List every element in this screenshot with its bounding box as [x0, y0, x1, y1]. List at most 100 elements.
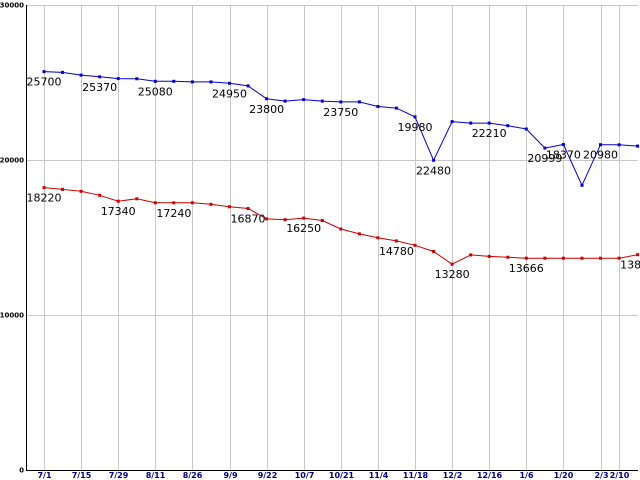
x-tick-label: 1/6	[519, 471, 533, 480]
data-point	[413, 115, 417, 119]
data-point	[394, 106, 398, 110]
y-tick-label: 0	[19, 467, 24, 475]
data-point	[79, 189, 83, 193]
data-point	[265, 97, 269, 101]
data-point	[357, 100, 361, 104]
data-point	[190, 80, 194, 84]
data-point	[228, 205, 231, 209]
data-point	[506, 255, 510, 259]
data-point	[172, 79, 176, 83]
data-label: 24950	[212, 87, 247, 100]
data-point	[116, 77, 120, 81]
data-point	[413, 243, 417, 247]
data-label: 17240	[156, 207, 191, 220]
x-tick-label: 11/18	[403, 471, 429, 480]
data-point	[116, 199, 120, 203]
y-tick-label: 10000	[0, 312, 24, 320]
data-point	[135, 197, 139, 201]
data-label: 13280	[435, 268, 470, 281]
data-label: 25700	[27, 76, 62, 89]
x-tick-label: 2/3	[594, 471, 608, 480]
x-tick-label: 10/21	[329, 471, 355, 480]
data-point	[228, 81, 231, 85]
x-tick-label: 2/10	[610, 471, 630, 480]
data-point	[469, 121, 473, 125]
data-point	[190, 201, 194, 205]
data-label: 13888	[620, 259, 640, 272]
data-label: 13666	[509, 262, 544, 275]
x-tick-label: 1/20	[554, 471, 574, 480]
x-tick-label: 7/29	[109, 471, 129, 480]
data-point	[265, 217, 269, 221]
data-point	[561, 143, 565, 146]
x-tick-label: 11/4	[369, 471, 389, 480]
x-tick-label: 9/22	[258, 471, 278, 480]
data-point	[283, 218, 287, 222]
data-label: 18370	[546, 149, 581, 162]
data-point	[561, 256, 565, 260]
x-tick-label: 7/15	[72, 471, 92, 480]
x-tick-label: 8/26	[183, 471, 203, 480]
y-tick-label: 30000	[0, 2, 24, 10]
data-point	[524, 127, 528, 131]
data-point	[209, 80, 213, 84]
data-point	[450, 262, 454, 266]
data-label: 16250	[286, 222, 321, 235]
data-point	[153, 79, 157, 83]
data-point	[302, 216, 306, 220]
x-tick-label: 10/7	[295, 471, 315, 480]
data-point	[543, 256, 547, 260]
data-label: 17340	[101, 205, 136, 218]
data-point	[432, 250, 436, 253]
data-point	[320, 219, 324, 222]
data-label: 19980	[398, 121, 433, 134]
data-point	[302, 98, 306, 102]
data-point	[487, 254, 491, 258]
x-tick-label: 8/11	[146, 471, 166, 480]
data-point	[135, 77, 139, 81]
data-point	[636, 144, 640, 148]
data-point	[320, 99, 324, 103]
data-label: 14780	[379, 245, 414, 258]
data-label: 18220	[27, 192, 62, 205]
data-label: 22210	[472, 127, 507, 140]
data-point	[339, 227, 343, 231]
data-label: 23800	[249, 103, 284, 116]
data-point	[357, 232, 361, 236]
data-point	[209, 202, 213, 206]
data-point	[98, 75, 102, 79]
series-line-1	[43, 71, 638, 187]
data-point	[580, 256, 584, 260]
series	[42, 70, 640, 266]
x-tick-label: 12/2	[443, 471, 463, 480]
data-point	[617, 256, 621, 260]
x-tick-label: 9/9	[223, 471, 237, 480]
data-point	[636, 253, 640, 257]
data-point	[617, 143, 621, 147]
data-label: 25370	[82, 81, 117, 94]
data-label: 23750	[323, 106, 358, 119]
data-point	[487, 121, 491, 125]
x-tick-label: 12/16	[477, 471, 503, 480]
data-point	[98, 193, 102, 197]
data-label: 20980	[583, 149, 618, 162]
data-point	[79, 73, 83, 77]
data-point	[394, 239, 398, 243]
data-label: 25080	[138, 85, 173, 98]
data-point	[246, 207, 250, 210]
data-point	[543, 146, 547, 150]
data-point	[42, 70, 46, 74]
data-point	[61, 187, 64, 191]
data-point	[172, 201, 176, 205]
data-point	[376, 105, 380, 108]
data-point	[524, 256, 528, 260]
data-label: 16870	[231, 213, 266, 226]
data-point	[450, 120, 454, 124]
data-point	[376, 236, 380, 240]
data-point	[246, 84, 250, 88]
data-point	[580, 183, 584, 187]
grid	[26, 5, 638, 470]
data-point	[506, 124, 510, 128]
